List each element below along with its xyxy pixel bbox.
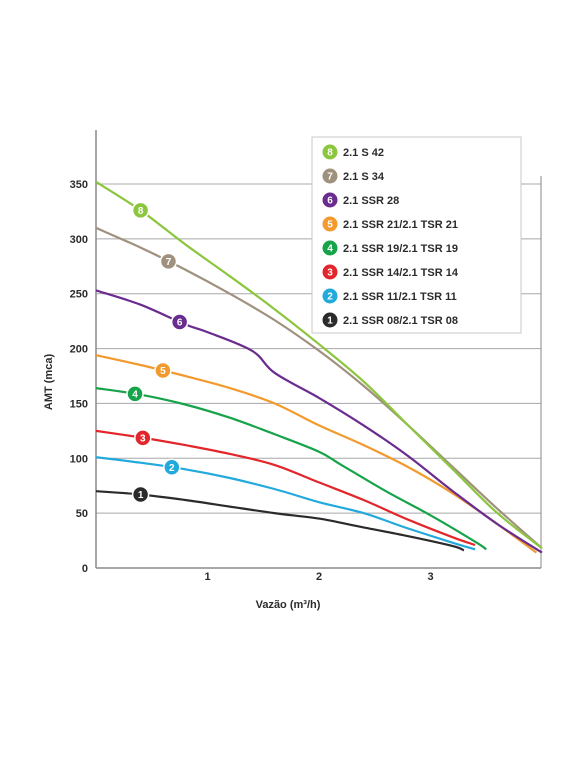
legend-item-6: 6 2.1 SSR 28 (322, 192, 399, 208)
badge-number: 2 (169, 463, 175, 474)
legend-box (311, 136, 522, 334)
series-line-8 (95, 180, 543, 550)
legend-badge-circle (322, 312, 338, 328)
series-badge-3: 3 (134, 429, 152, 447)
legend-label: 2.1 SSR 19/2.1 TSR 19 (343, 243, 458, 255)
legend-badge-circle (322, 240, 338, 256)
series-badge-5: 5 (154, 361, 172, 380)
legend-badge-number: 8 (327, 148, 333, 159)
legend-badge-circle (322, 168, 338, 184)
series-badge-7: 7 (159, 252, 178, 271)
series-badge-6: 6 (170, 313, 189, 331)
legend-badge-number: 6 (327, 196, 333, 207)
legend-badge-circle (322, 288, 338, 304)
badge-number: 5 (160, 366, 166, 377)
legend-badge-circle (322, 264, 338, 280)
legend-items: 8 2.1 S 42 7 2.1 S 34 6 2.1 SSR 28 5 2.1 SSR 21… (322, 144, 459, 328)
legend-label: 2.1 SSR 28 (343, 195, 399, 207)
badge-circle (134, 429, 152, 447)
legend-label: 2.1 S 34 (343, 171, 385, 183)
y-tick-label: 150 (70, 398, 88, 410)
y-tick-labels: 0 50 100 150 200 250 300 350 (70, 179, 88, 575)
legend-item-8: 8 2.1 S 42 (322, 144, 384, 160)
badge-circle (131, 485, 150, 504)
legend-badge-number: 3 (327, 268, 333, 279)
series-badge-4: 4 (126, 385, 144, 403)
legend: 8 2.1 S 42 7 2.1 S 34 6 2.1 SSR 28 5 2.1 SSR 21… (311, 136, 522, 334)
badge-number: 7 (166, 257, 172, 268)
legend-label: 2.1 SSR 08/2.1 TSR 08 (343, 315, 458, 327)
legend-item-5: 5 2.1 SSR 21/2.1 TSR 21 (322, 216, 458, 232)
legend-label: 2.1 SSR 14/2.1 TSR 14 (343, 267, 459, 279)
legend-badge-number: 2 (327, 292, 333, 303)
badge-number: 4 (132, 389, 138, 400)
badge-circle (126, 385, 144, 403)
series-line-5 (95, 354, 538, 554)
badge-number: 3 (140, 433, 146, 444)
series-line-3 (95, 429, 476, 547)
badge-number: 8 (138, 206, 144, 217)
badge-circle (170, 313, 189, 331)
y-tick-label: 50 (76, 508, 88, 520)
x-tick-label: 1 (204, 571, 210, 583)
badge-circle (163, 458, 181, 477)
legend-badge-number: 4 (327, 244, 333, 255)
legend-badge-number: 7 (327, 172, 333, 183)
series-badge-8: 8 (131, 201, 150, 220)
legend-item-3: 3 2.1 SSR 14/2.1 TSR 14 (322, 264, 459, 280)
legend-badge-number: 5 (327, 220, 333, 231)
legend-item-4: 4 2.1 SSR 19/2.1 TSR 19 (322, 240, 458, 256)
y-axis-label: AMT (mca) (43, 354, 55, 411)
series-badge-1: 1 (131, 485, 150, 504)
y-tick-label: 350 (70, 179, 88, 191)
y-tick-label: 250 (70, 289, 88, 301)
y-tick-label: 0 (82, 563, 88, 575)
badge-number: 1 (138, 490, 144, 501)
series-badge-2: 2 (163, 458, 181, 477)
legend-badge-circle (322, 144, 338, 160)
badge-circle (131, 201, 150, 220)
badge-number: 6 (177, 317, 183, 328)
x-tick-labels: 1 2 3 (204, 571, 433, 583)
legend-item-1: 1 2.1 SSR 08/2.1 TSR 08 (322, 312, 458, 328)
x-tick-label: 3 (427, 571, 433, 583)
y-tick-label: 100 (70, 453, 88, 465)
series-line-2 (95, 456, 476, 551)
legend-badge-number: 1 (327, 316, 333, 327)
x-tick-label: 2 (316, 571, 322, 583)
legend-item-2: 2 2.1 SSR 11/2.1 TSR 11 (322, 288, 457, 304)
y-tick-label: 300 (70, 234, 88, 246)
legend-item-7: 7 2.1 S 34 (322, 168, 385, 184)
series-line-4 (95, 387, 487, 551)
x-axis-label: Vazão (m³/h) (256, 599, 321, 611)
series-badges: 1 2 3 4 5 6 7 8 (126, 201, 189, 504)
badge-circle (159, 252, 178, 271)
legend-label: 2.1 SSR 11/2.1 TSR 11 (343, 291, 457, 303)
legend-badge-circle (322, 192, 338, 208)
badge-circle (154, 361, 172, 380)
legend-label: 2.1 S 42 (343, 147, 384, 159)
legend-label: 2.1 SSR 21/2.1 TSR 21 (343, 219, 458, 231)
legend-badge-circle (322, 216, 338, 232)
series-lines (95, 180, 543, 554)
axes (95, 130, 542, 569)
y-tick-label: 200 (70, 344, 88, 356)
series-line-1 (95, 490, 465, 552)
